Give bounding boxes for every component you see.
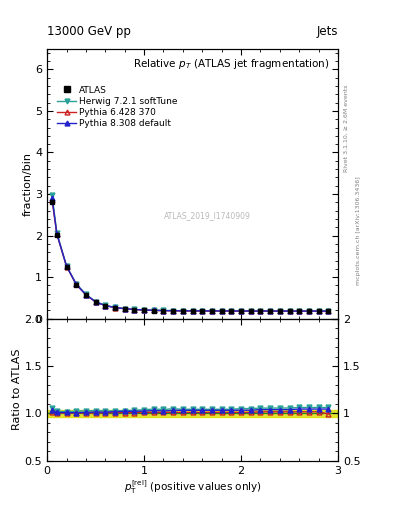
Text: Rivet 3.1.10, ≥ 2.6M events: Rivet 3.1.10, ≥ 2.6M events	[344, 84, 349, 172]
Text: Jets: Jets	[316, 26, 338, 38]
Legend: ATLAS, Herwig 7.2.1 softTune, Pythia 6.428 370, Pythia 8.308 default: ATLAS, Herwig 7.2.1 softTune, Pythia 6.4…	[57, 86, 178, 129]
Text: ATLAS_2019_I1740909: ATLAS_2019_I1740909	[163, 211, 251, 221]
Text: mcplots.cern.ch [arXiv:1306.3436]: mcplots.cern.ch [arXiv:1306.3436]	[356, 176, 361, 285]
Y-axis label: fraction/bin: fraction/bin	[22, 152, 32, 216]
Y-axis label: Ratio to ATLAS: Ratio to ATLAS	[12, 349, 22, 431]
Text: Relative $p_T$ (ATLAS jet fragmentation): Relative $p_T$ (ATLAS jet fragmentation)	[133, 57, 329, 71]
X-axis label: $p_{\rm T}^{\rm [rel]}$ (positive values only): $p_{\rm T}^{\rm [rel]}$ (positive values…	[123, 478, 262, 496]
Text: 13000 GeV pp: 13000 GeV pp	[47, 26, 131, 38]
